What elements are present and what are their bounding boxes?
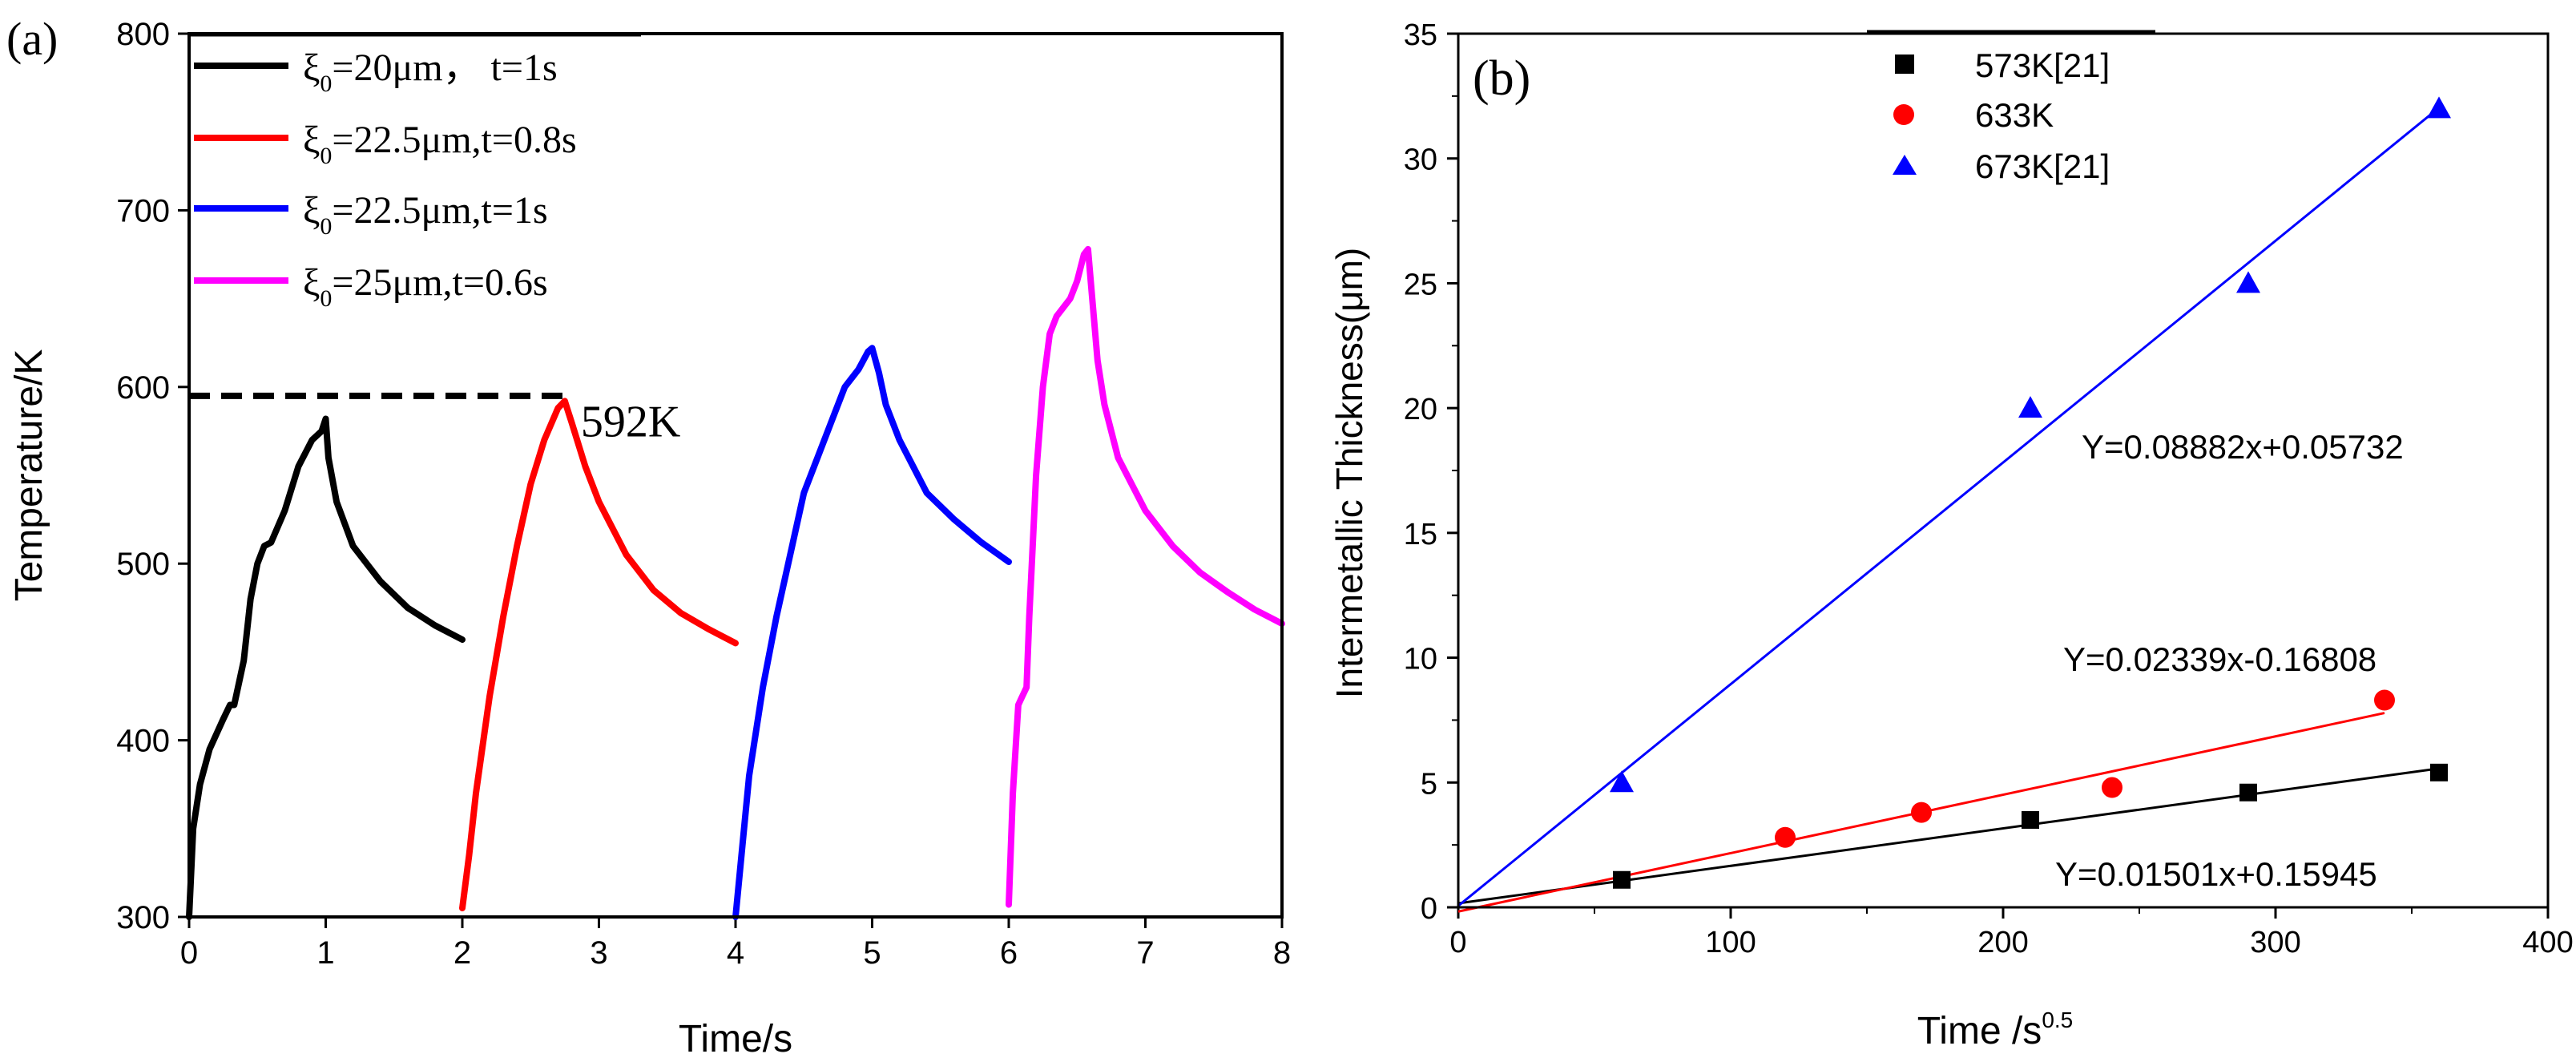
panel-b-ylabel: Intermetallic Thickness(μm) xyxy=(1328,248,1370,698)
panel-b-series xyxy=(1457,96,2451,913)
series-line-2 xyxy=(459,398,739,911)
y-tick-label: 700 xyxy=(116,193,170,228)
y-tick-label: 500 xyxy=(116,547,170,582)
x-tick-label: 7 xyxy=(1136,935,1154,971)
y-tick-label: 25 xyxy=(1404,268,1437,301)
x-tick-label: 200 xyxy=(1977,926,2028,959)
legend-label: ξ0=20μm， t=1s xyxy=(303,46,558,97)
y-tick-label: 600 xyxy=(116,370,170,406)
legend-item-22-5um-0-8s: ξ0=22.5μm,t=0.8s xyxy=(194,119,577,169)
x-tick-label: 300 xyxy=(2250,926,2300,959)
data-point-573k-21 xyxy=(1613,870,1631,889)
data-point-633k xyxy=(1775,826,1796,848)
panel-a-plot-frame xyxy=(187,32,1284,919)
panel-a-ylabel: Temperature/K xyxy=(8,349,50,602)
panel-b-legend: 573K[21] 633K 673K[21] xyxy=(1867,30,2155,185)
panel-b: 0 100 200 300 400 0 5 10 15 20 25 30 35 (b) 573K[21]… xyxy=(1328,18,2574,1052)
legend-item-633k: 633K xyxy=(1893,96,2054,134)
circle-marker-icon xyxy=(1893,104,1914,125)
data-point-673k-21 xyxy=(2427,96,2451,119)
panel-b-label: (b) xyxy=(1473,51,1530,106)
series-line-4 xyxy=(1006,245,1285,908)
triangle-marker-icon xyxy=(1893,155,1917,175)
fit-equation-673k: Y=0.08882x+0.05732 xyxy=(2082,428,2404,466)
x-tick-label: 4 xyxy=(727,935,744,971)
y-tick-label: 15 xyxy=(1404,518,1437,551)
legend-label: 573K[21] xyxy=(1975,46,2110,84)
legend-label: 633K xyxy=(1975,96,2054,134)
fit-equation-573k: Y=0.01501x+0.15945 xyxy=(2055,855,2377,893)
panel-a-series xyxy=(186,245,1285,920)
x-tick-label: 8 xyxy=(1273,935,1291,971)
legend-label: 673K[21] xyxy=(1975,147,2110,185)
panel-b-xlabel: Time /s0.5 xyxy=(1917,1008,2074,1052)
legend-item-573k: 573K[21] xyxy=(1895,46,2110,84)
y-tick-label: 400 xyxy=(116,724,170,759)
legend-label: ξ0=22.5μm,t=1s xyxy=(303,189,548,240)
data-point-673k-21 xyxy=(1610,770,1634,793)
y-tick-label: 800 xyxy=(116,17,170,52)
x-tick-label: 2 xyxy=(454,935,471,971)
y-tick-label: 300 xyxy=(116,900,170,935)
data-point-573k-21 xyxy=(2239,783,2257,802)
legend-item-20um: ξ0=20μm， t=1s xyxy=(194,46,558,97)
data-point-673k-21 xyxy=(2018,396,2042,418)
panel-a-legend: ξ0=20μm， t=1s ξ0=22.5μm,t=0.8s ξ0=22.5μm… xyxy=(189,34,641,312)
series-line-3 xyxy=(732,345,1012,920)
annotation-592k: 592K xyxy=(581,397,680,446)
y-tick-label: 20 xyxy=(1404,393,1437,426)
data-point-573k-21 xyxy=(2430,763,2448,781)
panel-a-xlabel: Time/s xyxy=(679,1018,792,1058)
legend-label: ξ0=22.5μm,t=0.8s xyxy=(303,119,577,169)
fit-equation-633k: Y=0.02339x-0.16808 xyxy=(2063,640,2376,678)
x-tick-label: 100 xyxy=(1705,926,1756,959)
panel-a: (a) 0 1 2 3 4 5 6 7 8 300 400 500 600 700 800 ξ0=20μm，… xyxy=(6,13,1291,1058)
legend-item-673k: 673K[21] xyxy=(1893,147,2110,185)
panel-b-ticks: 0 100 200 300 400 0 5 10 15 20 25 30 35 xyxy=(1404,18,2574,959)
y-tick-label: 10 xyxy=(1404,643,1437,676)
panel-a-label: (a) xyxy=(6,13,58,65)
legend-item-25um: ξ0=25μm,t=0.6s xyxy=(194,261,548,312)
x-tick-label: 400 xyxy=(2522,926,2573,959)
x-tick-label: 6 xyxy=(1000,935,1018,971)
panel-a-ticks: 0 1 2 3 4 5 6 7 8 300 400 500 600 700 800 xyxy=(116,17,1291,971)
y-tick-label: 0 xyxy=(1421,892,1437,926)
x-tick-label: 3 xyxy=(590,935,607,971)
data-point-673k-21 xyxy=(2236,271,2260,293)
x-tick-label: 5 xyxy=(863,935,881,971)
square-marker-icon xyxy=(1895,55,1914,74)
data-point-633k xyxy=(2102,777,2122,798)
x-tick-label: 0 xyxy=(1449,926,1466,959)
y-tick-label: 30 xyxy=(1404,143,1437,177)
series-line-1 xyxy=(186,415,466,920)
legend-label: ξ0=25μm,t=0.6s xyxy=(303,261,548,312)
y-tick-label: 5 xyxy=(1421,767,1437,801)
legend-item-22-5um-1s: ξ0=22.5μm,t=1s xyxy=(194,189,548,240)
fit-line-673k-21 xyxy=(1457,107,2440,907)
data-point-633k xyxy=(1911,802,1932,823)
x-tick-label: 1 xyxy=(316,935,334,971)
x-tick-label: 0 xyxy=(180,935,198,971)
data-point-573k-21 xyxy=(2022,811,2039,829)
data-point-633k xyxy=(2374,689,2395,711)
y-tick-label: 35 xyxy=(1404,18,1437,52)
